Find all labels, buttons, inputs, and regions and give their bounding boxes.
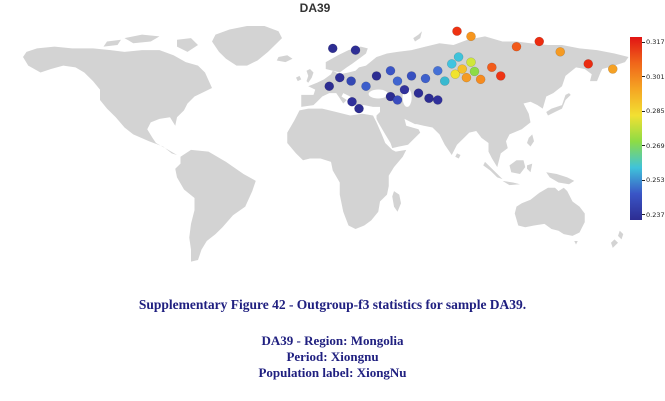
data-point bbox=[354, 103, 364, 114]
landmass-greenland bbox=[212, 26, 282, 66]
colorbar-gradient bbox=[630, 37, 642, 220]
data-point bbox=[475, 74, 486, 85]
data-point bbox=[346, 76, 356, 86]
landmasses bbox=[23, 26, 629, 262]
landmass-madagascar bbox=[392, 191, 401, 212]
data-point bbox=[371, 71, 382, 81]
data-point bbox=[385, 66, 396, 76]
data-point bbox=[446, 59, 457, 69]
data-point bbox=[334, 72, 345, 83]
data-point bbox=[327, 43, 338, 54]
landmass-borneo bbox=[509, 160, 526, 174]
data-point bbox=[461, 72, 472, 83]
data-point bbox=[406, 71, 417, 81]
data-point bbox=[347, 97, 357, 107]
colorbar-tick-label: 0.28576 bbox=[642, 107, 665, 115]
landmass-new-zealand bbox=[611, 230, 624, 248]
sample-population-line: Population label: XiongNu bbox=[258, 365, 407, 380]
data-point bbox=[324, 81, 335, 91]
landmass-japan bbox=[546, 93, 571, 116]
data-point bbox=[453, 52, 464, 62]
data-point bbox=[392, 76, 403, 86]
landmass-australia bbox=[514, 187, 585, 236]
landmass-arctic-islands bbox=[103, 34, 198, 52]
colorbar-tick-label: 0.25361 bbox=[642, 176, 665, 184]
colorbar-tick-label: 0.3179 bbox=[642, 38, 665, 46]
data-point bbox=[432, 66, 443, 76]
landmass-sumatra bbox=[483, 161, 503, 180]
data-point bbox=[466, 31, 476, 42]
data-point bbox=[534, 36, 545, 47]
landmass-philippines bbox=[527, 134, 534, 147]
landmass-new-guinea bbox=[546, 172, 575, 185]
data-point bbox=[583, 59, 594, 69]
world-map-plot bbox=[2, 14, 632, 272]
data-point bbox=[424, 93, 434, 103]
data-point bbox=[495, 71, 506, 81]
figure-caption: Supplementary Figure 42 - Outgroup-f3 st… bbox=[138, 297, 527, 312]
landmass-ireland bbox=[296, 75, 302, 82]
data-point bbox=[452, 26, 462, 36]
data-point bbox=[361, 81, 371, 91]
data-point bbox=[511, 41, 522, 52]
data-point bbox=[466, 57, 476, 67]
landmass-iceland bbox=[276, 55, 293, 63]
world-map bbox=[23, 26, 629, 262]
colorbar-tick-label: 0.23754 bbox=[642, 211, 665, 219]
data-point bbox=[420, 73, 431, 84]
colorbar-tick-label: 0.30183 bbox=[642, 73, 665, 81]
data-point bbox=[432, 95, 443, 105]
data-point bbox=[607, 64, 618, 74]
sample-region-line: DA39 - Region: Mongolia bbox=[261, 333, 404, 348]
landmass-tasmania bbox=[574, 241, 578, 245]
landmass-north-america bbox=[23, 46, 212, 156]
black-sea bbox=[368, 89, 388, 99]
data-point bbox=[469, 66, 480, 77]
data-point bbox=[457, 64, 468, 74]
landmass-south-america bbox=[175, 149, 256, 262]
colorbar-ticks: 0.3179 0.30183 0.28576 0.26969 0.25361 0.2375… bbox=[642, 37, 665, 220]
data-point bbox=[350, 45, 361, 55]
landmass-novaya-zemlya bbox=[413, 31, 422, 42]
data-point bbox=[487, 62, 497, 73]
data-point bbox=[399, 84, 410, 95]
landmass-britain bbox=[306, 69, 314, 83]
landmass-eurasia bbox=[301, 36, 629, 168]
data-point bbox=[450, 69, 461, 79]
sample-details: DA39 - Region: Mongolia Period: Xiongnu … bbox=[0, 333, 665, 381]
landmass-java bbox=[502, 180, 520, 186]
sample-period-line: Period: Xiongnu bbox=[286, 349, 379, 364]
landmass-africa bbox=[287, 108, 407, 229]
colorbar-tick-label: 0.26969 bbox=[642, 142, 665, 150]
landmass-sulawesi bbox=[527, 163, 533, 173]
data-point bbox=[555, 47, 566, 57]
plot-title: DA39 bbox=[299, 1, 331, 15]
colorbar: 0.3179 0.30183 0.28576 0.26969 0.25361 0.2375… bbox=[630, 37, 665, 220]
data-point bbox=[392, 95, 403, 105]
data-point bbox=[413, 88, 424, 98]
f3-data-points bbox=[324, 26, 618, 114]
data-point bbox=[439, 76, 450, 86]
landmass-sri-lanka bbox=[455, 153, 461, 159]
